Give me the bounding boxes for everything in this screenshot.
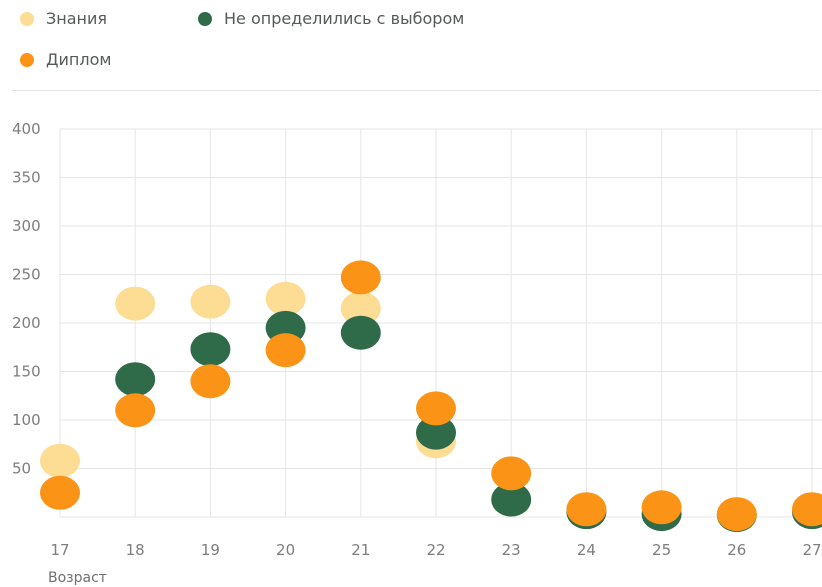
y-tick-label-250: 250 bbox=[12, 266, 41, 284]
point-znaniya-17 bbox=[40, 443, 80, 478]
x-tick-label-22: 22 bbox=[426, 541, 445, 559]
x-tick-label-24: 24 bbox=[577, 541, 596, 559]
x-axis-ticks: 17 18 19 20 21 22 23 24 25 26 27 bbox=[50, 541, 821, 559]
y-tick-label-150: 150 bbox=[12, 363, 41, 381]
legend-swatch-znaniya bbox=[20, 11, 34, 26]
legend-label-znaniya: Знания bbox=[46, 9, 108, 28]
x-tick-label-21: 21 bbox=[351, 541, 370, 559]
point-diplom-26 bbox=[716, 497, 757, 532]
legend-item-ne-opredelilis[interactable]: Не определились с выбором bbox=[198, 9, 464, 28]
legend-divider bbox=[12, 90, 820, 91]
x-tick-label-20: 20 bbox=[276, 541, 295, 559]
point-ne-opredelilis-22 bbox=[416, 415, 456, 450]
point-ne-opredelilis-19 bbox=[190, 332, 231, 367]
x-tick-label-19: 19 bbox=[201, 541, 220, 559]
x-tick-label-23: 23 bbox=[502, 541, 521, 559]
y-tick-label-300: 300 bbox=[12, 217, 41, 235]
point-ne-opredelilis-21 bbox=[340, 315, 381, 350]
point-diplom-17 bbox=[40, 475, 80, 510]
data-points bbox=[40, 260, 822, 533]
point-znaniya-21 bbox=[340, 291, 381, 326]
grid bbox=[59, 128, 822, 518]
legend-label-ne-opredelilis: Не определились с выбором bbox=[224, 9, 465, 28]
point-diplom-27 bbox=[792, 492, 822, 527]
legend-item-diplom[interactable]: Диплом bbox=[20, 50, 111, 69]
point-diplom-25 bbox=[641, 490, 682, 525]
point-diplom-19 bbox=[190, 364, 231, 399]
point-diplom-21 bbox=[340, 260, 381, 295]
legend-swatch-diplom bbox=[20, 52, 34, 67]
x-axis-title: Возраст bbox=[48, 570, 107, 586]
x-tick-label-26: 26 bbox=[727, 541, 746, 559]
point-diplom-24 bbox=[566, 492, 607, 527]
x-tick-label-18: 18 bbox=[126, 541, 145, 559]
y-tick-label-350: 350 bbox=[12, 169, 41, 187]
y-tick-label-400: 400 bbox=[12, 120, 41, 138]
point-diplom-22 bbox=[416, 391, 456, 426]
legend-label-diplom: Диплом bbox=[46, 50, 112, 69]
point-diplom-18 bbox=[115, 393, 156, 428]
y-tick-label-100: 100 bbox=[12, 411, 41, 429]
y-axis-ticks: 50 100 150 200 250 300 350 400 bbox=[12, 120, 41, 478]
x-tick-label-27: 27 bbox=[802, 541, 821, 559]
point-ne-opredelilis-18 bbox=[115, 362, 156, 397]
point-znaniya-20 bbox=[265, 281, 306, 316]
legend-item-znaniya[interactable]: Знания bbox=[20, 9, 107, 28]
point-znaniya-18 bbox=[115, 286, 156, 321]
x-tick-label-17: 17 bbox=[50, 541, 69, 559]
point-diplom-23 bbox=[491, 456, 532, 491]
x-tick-label-25: 25 bbox=[652, 541, 671, 559]
y-tick-label-200: 200 bbox=[12, 314, 41, 332]
point-diplom-20 bbox=[265, 333, 306, 368]
y-tick-label-50: 50 bbox=[12, 460, 31, 478]
point-znaniya-19 bbox=[190, 284, 231, 319]
legend-swatch-ne-opredelilis bbox=[198, 11, 212, 26]
point-ne-opredelilis-23 bbox=[491, 482, 532, 517]
